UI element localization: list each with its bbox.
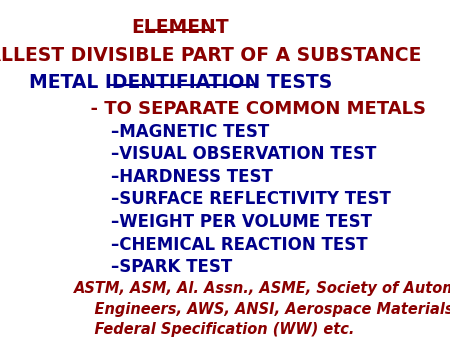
Text: - TO SEPARATE COMMON METALS: - TO SEPARATE COMMON METALS (78, 100, 426, 118)
Text: –HARDNESS TEST: –HARDNESS TEST (112, 168, 273, 186)
Text: Federal Specification (WW) etc.: Federal Specification (WW) etc. (73, 322, 354, 337)
Text: –SURFACE REFLECTIVITY TEST: –SURFACE REFLECTIVITY TEST (112, 190, 392, 209)
Text: –WEIGHT PER VOLUME TEST: –WEIGHT PER VOLUME TEST (112, 213, 373, 231)
Text: –CHEMICAL REACTION TEST: –CHEMICAL REACTION TEST (112, 236, 368, 254)
Text: Engineers, AWS, ANSI, Aerospace Materials Specification,: Engineers, AWS, ANSI, Aerospace Material… (73, 301, 450, 317)
Text: - SMALLEST DIVISIBLE PART OF A SUBSTANCE: - SMALLEST DIVISIBLE PART OF A SUBSTANCE (0, 46, 421, 65)
Text: –VISUAL OBSERVATION TEST: –VISUAL OBSERVATION TEST (112, 145, 377, 163)
Text: ASTM, ASM, Al. Assn., ASME, Society of Automotive: ASTM, ASM, Al. Assn., ASME, Society of A… (73, 282, 450, 296)
Text: –SPARK TEST: –SPARK TEST (112, 258, 233, 276)
Text: ELEMENT: ELEMENT (132, 18, 230, 37)
Text: –MAGNETIC TEST: –MAGNETIC TEST (112, 123, 270, 141)
Text: METAL IDENTIFIATION TESTS: METAL IDENTIFIATION TESTS (29, 73, 332, 92)
